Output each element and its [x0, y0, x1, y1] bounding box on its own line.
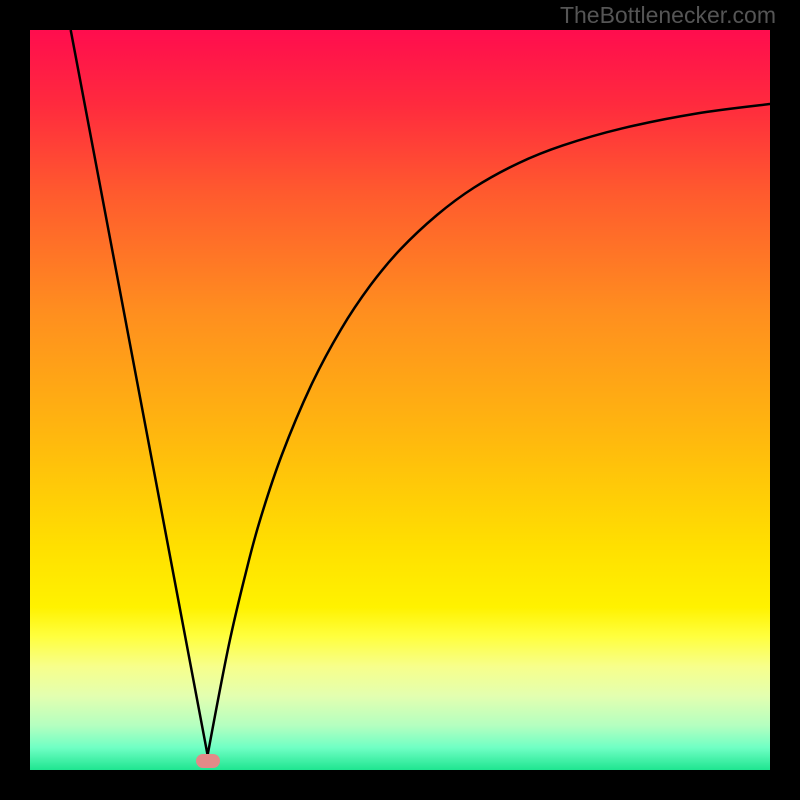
- min-marker: [196, 754, 220, 768]
- watermark-text: TheBottlenecker.com: [560, 2, 776, 29]
- gradient-background: [30, 30, 770, 770]
- chart-container: TheBottlenecker.com: [0, 0, 800, 800]
- plot-area: [30, 30, 770, 770]
